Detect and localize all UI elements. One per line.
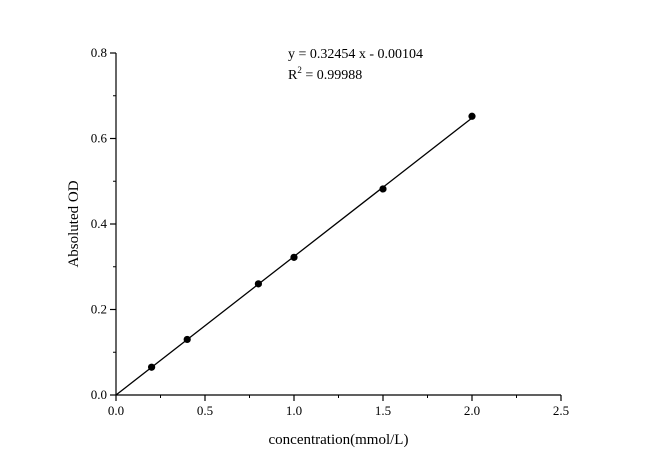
y-axis-title: Absoluted OD [66, 180, 82, 267]
r-squared-symbol: R [288, 68, 298, 83]
data-point [290, 253, 298, 261]
y-tick-label: 0.4 [91, 216, 108, 231]
data-point [379, 185, 387, 193]
data-point [148, 363, 156, 371]
r-squared-value: = 0.99988 [302, 68, 362, 83]
data-point [468, 112, 476, 120]
fit-equation: y = 0.32454 x - 0.00104 [288, 47, 423, 62]
ticks-group: 0.0 0.5 1.0 1.5 2.0 2.5 0.0 0.2 0.4 0.6 0.8 [91, 45, 569, 418]
x-tick-label: 2.5 [553, 403, 569, 418]
y-tick-label: 0.8 [91, 45, 107, 60]
x-axis-title: concentration(mmol/L) [269, 432, 409, 448]
y-tick-label: 0.0 [91, 387, 107, 402]
y-tick-label: 0.6 [91, 131, 108, 146]
r-squared-annotation: R2 = 0.99988 [288, 65, 362, 83]
x-tick-label: 0.0 [108, 403, 124, 418]
x-tick-label: 0.5 [197, 403, 213, 418]
y-tick-label: 0.2 [91, 302, 107, 317]
data-point [183, 335, 191, 344]
data-point [254, 280, 262, 288]
points-layer [148, 112, 476, 371]
r-squared-superscript: 2 [297, 65, 302, 75]
x-tick-label: 2.0 [464, 403, 480, 418]
x-tick-label: 1.5 [375, 403, 391, 418]
x-tick-label: 1.0 [286, 403, 302, 418]
